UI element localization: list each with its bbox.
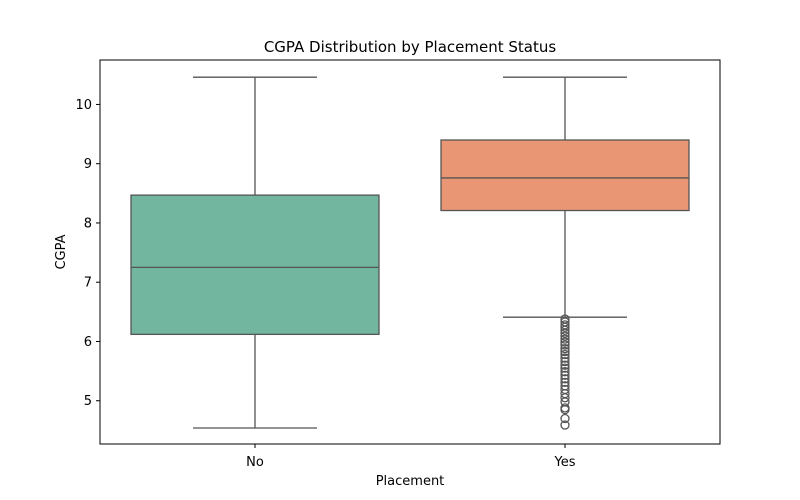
outlier-point [560, 343, 570, 354]
outlier-point [560, 356, 570, 367]
x-tick-label: Yes [554, 455, 576, 470]
box [130, 194, 380, 336]
box-group-no [130, 76, 380, 429]
outlier-point [560, 413, 570, 424]
plot-area [130, 76, 690, 430]
outlier-point [560, 420, 570, 430]
y-axis-label: CGPA [54, 234, 69, 269]
outlier-point [560, 353, 570, 363]
outlier-point [560, 331, 570, 341]
y-tick-label: 10 [75, 98, 92, 113]
outlier-point [560, 349, 570, 360]
outlier-point [560, 334, 570, 344]
outlier-point [560, 340, 570, 350]
y-tick-label: 7 [84, 276, 92, 291]
x-tick-label: No [246, 455, 264, 470]
outlier-point [560, 322, 570, 332]
outlier-point [560, 363, 570, 373]
y-tick-label: 8 [84, 216, 92, 231]
outlier-point [560, 328, 570, 338]
outlier-point [560, 377, 570, 388]
outlier-point [560, 393, 570, 403]
plot-frame [99, 59, 721, 445]
outlier-point [560, 367, 570, 377]
outlier-point [560, 370, 570, 380]
outlier-point [560, 404, 570, 415]
y-tick-label: 5 [84, 394, 92, 409]
x-axis-label: Placement [376, 474, 445, 489]
outlier-point [560, 325, 570, 335]
y-tick-label: 9 [84, 157, 92, 172]
outlier-point [560, 374, 570, 384]
outlier-point [560, 337, 570, 347]
chart-title: CGPA Distribution by Placement Status [264, 38, 557, 56]
box [440, 139, 690, 212]
box-group-yes [440, 76, 690, 430]
outlier-point [560, 360, 570, 370]
outlier-point [560, 346, 570, 357]
y-tick-label: 6 [84, 335, 92, 350]
